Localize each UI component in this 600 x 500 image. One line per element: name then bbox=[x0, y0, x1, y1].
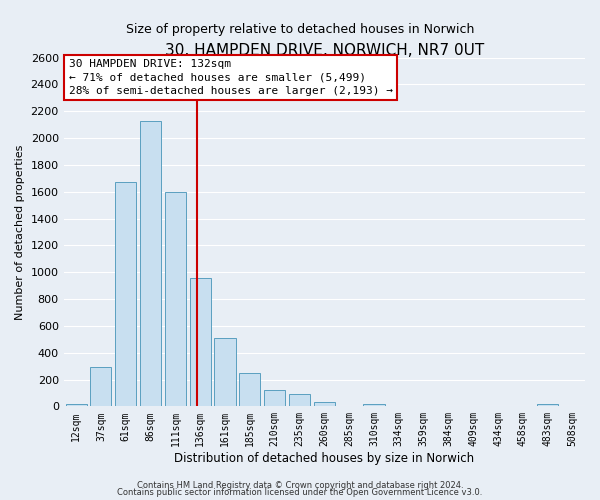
Bar bbox=[140, 120, 161, 406]
Bar bbox=[364, 404, 385, 406]
Bar bbox=[190, 278, 211, 406]
Bar bbox=[214, 338, 236, 406]
Bar bbox=[264, 390, 285, 406]
Text: 30 HAMPDEN DRIVE: 132sqm
← 71% of detached houses are smaller (5,499)
28% of sem: 30 HAMPDEN DRIVE: 132sqm ← 71% of detach… bbox=[69, 59, 393, 96]
Text: Size of property relative to detached houses in Norwich: Size of property relative to detached ho… bbox=[126, 22, 474, 36]
Bar bbox=[91, 368, 112, 406]
Bar bbox=[65, 404, 86, 406]
Bar bbox=[115, 182, 136, 406]
Bar bbox=[289, 394, 310, 406]
Y-axis label: Number of detached properties: Number of detached properties bbox=[15, 144, 25, 320]
Text: Contains HM Land Registry data © Crown copyright and database right 2024.: Contains HM Land Registry data © Crown c… bbox=[137, 480, 463, 490]
Title: 30, HAMPDEN DRIVE, NORWICH, NR7 0UT: 30, HAMPDEN DRIVE, NORWICH, NR7 0UT bbox=[165, 42, 484, 58]
Bar bbox=[165, 192, 186, 406]
Text: Contains public sector information licensed under the Open Government Licence v3: Contains public sector information licen… bbox=[118, 488, 482, 497]
Bar bbox=[537, 404, 559, 406]
Bar bbox=[239, 373, 260, 406]
X-axis label: Distribution of detached houses by size in Norwich: Distribution of detached houses by size … bbox=[174, 452, 475, 465]
Bar bbox=[314, 402, 335, 406]
